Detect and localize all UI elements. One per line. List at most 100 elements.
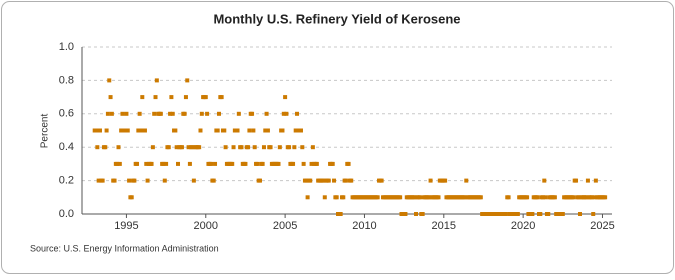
point: [462, 195, 467, 200]
point: [398, 195, 403, 200]
point: [186, 145, 191, 150]
point: [412, 195, 417, 200]
point: [343, 178, 348, 183]
y-tick-label: 0.8: [59, 74, 74, 86]
point: [530, 212, 535, 216]
point: [263, 128, 268, 133]
point: [124, 111, 129, 116]
point: [280, 128, 285, 133]
point: [260, 161, 265, 166]
point: [314, 161, 319, 166]
point: [420, 212, 425, 216]
point: [603, 195, 608, 200]
point: [592, 195, 597, 200]
point: [142, 128, 147, 133]
point: [170, 111, 175, 116]
point: [123, 128, 128, 133]
point: [305, 195, 310, 200]
x-tick-label: 2025: [590, 220, 614, 232]
point: [330, 161, 335, 166]
point: [97, 128, 102, 133]
point: [108, 95, 113, 100]
x-tick-label: 1995: [114, 220, 138, 232]
point: [295, 111, 300, 116]
point: [334, 195, 339, 200]
point: [321, 178, 326, 183]
point: [443, 178, 448, 183]
point: [185, 78, 190, 83]
chart-title: Monthly U.S. Refinery Yield of Kerosene: [213, 11, 460, 26]
point: [309, 161, 314, 166]
point: [127, 178, 132, 183]
point: [197, 145, 202, 150]
point: [140, 95, 145, 100]
point: [261, 145, 266, 150]
point: [169, 95, 174, 100]
point: [95, 145, 100, 150]
x-tick-label: 2005: [273, 220, 297, 232]
point: [162, 178, 167, 183]
point: [145, 178, 150, 183]
point: [235, 128, 240, 133]
point: [560, 212, 565, 216]
point: [216, 111, 221, 116]
point: [293, 128, 298, 133]
point: [199, 111, 204, 116]
point: [593, 178, 598, 183]
point: [414, 212, 419, 216]
point: [591, 212, 596, 216]
point: [346, 161, 351, 166]
point: [577, 212, 582, 216]
point: [515, 212, 520, 216]
point: [164, 161, 169, 166]
point: [506, 195, 511, 200]
point: [205, 111, 210, 116]
point: [576, 195, 581, 200]
point: [190, 145, 195, 150]
point: [292, 145, 297, 150]
point: [149, 161, 154, 166]
point: [203, 95, 208, 100]
point: [176, 161, 181, 166]
point: [503, 212, 508, 216]
point: [115, 161, 120, 166]
point: [277, 145, 282, 150]
point: [525, 195, 530, 200]
point: [478, 195, 483, 200]
point: [542, 178, 547, 183]
point: [584, 195, 589, 200]
point: [117, 161, 122, 166]
point: [136, 128, 141, 133]
point: [464, 178, 469, 183]
point: [166, 145, 171, 150]
point: [209, 161, 214, 166]
point: [125, 128, 130, 133]
point: [137, 111, 142, 116]
point: [152, 111, 157, 116]
point: [571, 195, 576, 200]
point: [546, 212, 551, 216]
x-tick-label: 2010: [352, 220, 376, 232]
point: [246, 145, 251, 150]
point: [552, 195, 557, 200]
point: [182, 111, 187, 116]
point: [538, 212, 543, 216]
point: [198, 128, 203, 133]
point: [230, 161, 235, 166]
point: [403, 212, 408, 216]
point: [283, 95, 288, 100]
point: [281, 111, 286, 116]
y-tick-label: 0.6: [59, 108, 74, 120]
point: [187, 161, 192, 166]
point: [219, 95, 224, 100]
point: [428, 178, 433, 183]
point: [179, 145, 184, 150]
x-tick-label: 2020: [511, 220, 535, 232]
point: [183, 95, 188, 100]
point: [332, 178, 337, 183]
point: [257, 178, 262, 183]
point: [322, 195, 327, 200]
point: [94, 128, 99, 133]
x-tick-label: 2000: [194, 220, 218, 232]
point: [589, 195, 594, 200]
